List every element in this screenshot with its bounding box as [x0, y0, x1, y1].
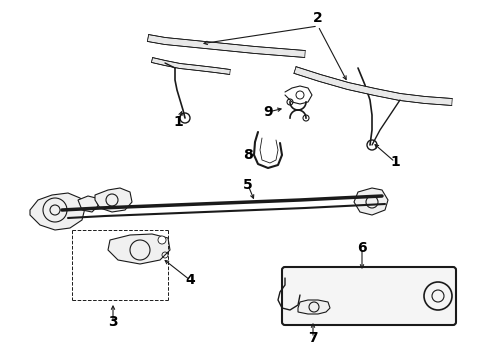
Text: 1: 1: [390, 155, 400, 169]
Text: 8: 8: [243, 148, 253, 162]
Polygon shape: [78, 196, 98, 212]
Polygon shape: [294, 67, 452, 105]
Polygon shape: [151, 58, 230, 75]
Polygon shape: [30, 193, 85, 230]
Polygon shape: [95, 188, 132, 212]
FancyBboxPatch shape: [282, 267, 456, 325]
Polygon shape: [147, 35, 305, 58]
Text: 9: 9: [263, 105, 273, 119]
Circle shape: [158, 236, 166, 244]
Text: 3: 3: [108, 315, 118, 329]
Text: 1: 1: [173, 115, 183, 129]
Polygon shape: [354, 188, 388, 215]
Text: 5: 5: [243, 178, 253, 192]
Text: 6: 6: [357, 241, 367, 255]
Polygon shape: [298, 300, 330, 314]
Text: 7: 7: [308, 331, 318, 345]
Text: 4: 4: [185, 273, 195, 287]
Text: 2: 2: [313, 11, 323, 25]
Polygon shape: [108, 234, 170, 264]
